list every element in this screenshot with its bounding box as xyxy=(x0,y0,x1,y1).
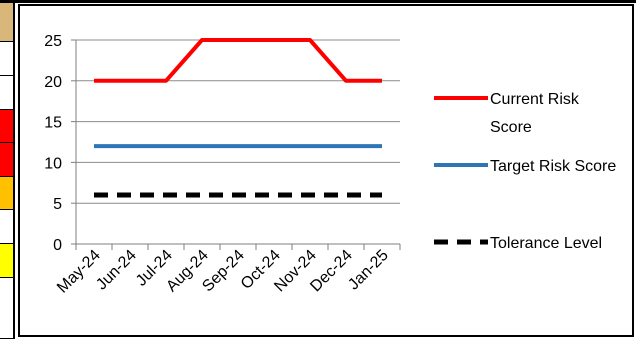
y-tick-label: 10 xyxy=(44,155,62,172)
top-border-line xyxy=(0,0,636,3)
x-tick-labels: May-24Jun-24Jul-24Aug-24Sep-24Oct-24Nov-… xyxy=(54,247,392,297)
strip-cell xyxy=(0,3,14,42)
y-tick-labels: 0 5 10 15 20 25 xyxy=(44,33,62,254)
strip-cell xyxy=(0,244,14,278)
strip-cell xyxy=(0,177,14,210)
legend-label: Tolerance Level xyxy=(490,235,602,252)
y-tick-label: 20 xyxy=(44,74,62,91)
x-tick-label: Jun-24 xyxy=(93,247,140,294)
table-border-line xyxy=(13,0,15,339)
chart-canvas: 0 5 10 15 20 25 May-24Jun-24Jul-24Aug-24Sep-2… xyxy=(44,33,616,297)
strip-cell xyxy=(0,278,14,339)
axes xyxy=(71,39,401,250)
legend-label: Current Risk Score xyxy=(490,91,580,136)
strip-cell xyxy=(0,143,14,177)
series-lines xyxy=(94,38,382,198)
background-table-strip xyxy=(0,0,20,339)
strip-cell xyxy=(0,110,14,143)
series-line xyxy=(94,38,382,83)
y-tick-label: 0 xyxy=(53,237,62,254)
strip-cell xyxy=(0,76,14,110)
y-tick-label: 25 xyxy=(44,33,62,50)
x-tick-label: May-24 xyxy=(54,247,104,297)
x-tick-label: Jan-25 xyxy=(345,247,392,294)
strip-cell xyxy=(0,42,14,76)
y-tick-label: 15 xyxy=(44,115,62,132)
y-tick-label: 5 xyxy=(53,196,62,213)
risk-chart: 0 5 10 15 20 25 May-24 Jun-24 Jul-24 Aug-24 Sep-2… xyxy=(18,4,634,337)
legend: Current Risk Score Target Risk Score Tolera… xyxy=(434,91,616,252)
legend-label: Target Risk Score xyxy=(490,158,616,175)
grid-lines xyxy=(76,39,400,204)
strip-cell xyxy=(0,210,14,244)
